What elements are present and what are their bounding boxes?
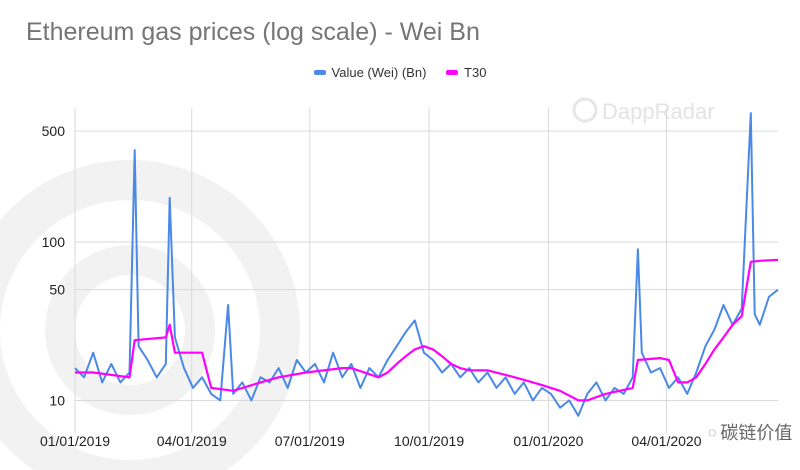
- background-watermark: [0, 160, 300, 470]
- legend-item-value: Value (Wei) (Bn): [313, 65, 427, 80]
- y-tick-label: 500: [42, 123, 66, 139]
- x-tick-label: 04/01/2020: [631, 433, 701, 449]
- legend-swatch-t30: [446, 70, 459, 75]
- y-tick-label: 10: [49, 392, 65, 408]
- legend-label-t30: T30: [464, 65, 487, 80]
- wechat-icon: ◌: [708, 424, 717, 440]
- x-tick-label: 07/01/2019: [275, 433, 345, 449]
- x-tick-label: 04/01/2019: [157, 433, 227, 449]
- channel-watermark-text: 碳链价值: [720, 423, 793, 443]
- legend-label-value: Value (Wei) (Bn): [331, 65, 427, 80]
- legend: Value (Wei) (Bn) T30: [0, 63, 800, 80]
- dappradar-watermark: DappRadar: [572, 97, 715, 124]
- series-line-t30: [75, 258, 779, 402]
- y-tick-label: 100: [42, 234, 66, 250]
- chart-title: Ethereum gas prices (log scale) - Wei Bn: [26, 18, 480, 46]
- y-tick-label: 50: [49, 282, 65, 298]
- x-tick-label: 01/01/2019: [40, 433, 110, 449]
- legend-swatch-value: [313, 70, 326, 75]
- x-tick-label: 10/01/2019: [394, 433, 464, 449]
- legend-item-t30: T30: [446, 65, 486, 80]
- channel-watermark: ◌ 碳链价值: [708, 419, 792, 445]
- dappradar-text: DappRadar: [602, 99, 715, 124]
- x-tick-label: 01/01/2020: [513, 433, 583, 449]
